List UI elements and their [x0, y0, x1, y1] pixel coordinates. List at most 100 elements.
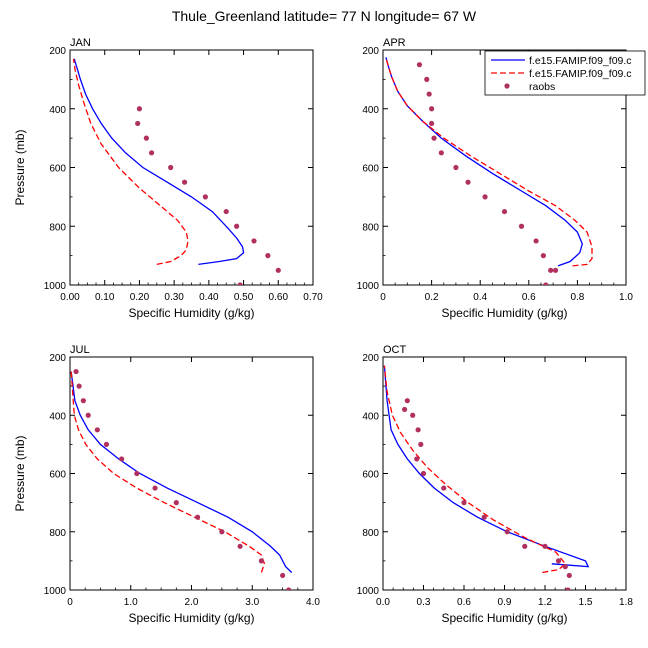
chart-jan-xlabel: Specific Humidity (g/kg): [128, 306, 254, 320]
chart-jan-label: JAN: [70, 37, 91, 49]
chart-apr-raobs-point: [424, 76, 430, 82]
chart-oct-raobs-point: [565, 587, 571, 590]
chart-apr-ytick-label: 400: [362, 105, 379, 116]
chart-oct-xtick-label: 1.8: [619, 597, 633, 608]
chart-jan-raobs-point: [275, 267, 281, 273]
chart-jul-raobs-point: [80, 398, 86, 404]
chart-jul-raobs-point: [94, 427, 100, 433]
chart-oct-raobs-point: [461, 500, 467, 506]
chart-jul-raobs-point: [152, 485, 158, 491]
chart-jul-xtick-label: 2.0: [185, 597, 199, 608]
chart-oct-raobs-point: [562, 564, 568, 570]
chart-jul-raobs-point: [173, 500, 179, 506]
chart-apr-raobs-point: [482, 194, 488, 200]
chart-oct-raobs-point: [481, 514, 487, 520]
chart-apr-ytick-label: 1000: [357, 281, 380, 292]
chart-apr-raobs-point: [426, 91, 432, 97]
chart-jan-raobs-point: [265, 253, 271, 259]
chart-apr-raobs-point: [465, 179, 471, 185]
legend-entry-label: f.e15.FAMIP.f09_f09.c: [529, 55, 632, 67]
chart-jan-ytick-label: 400: [49, 105, 66, 116]
chart-oct-raobs-point: [504, 529, 510, 535]
chart-jul-ytick-label: 200: [49, 353, 66, 364]
chart-apr-raobs-point: [429, 120, 435, 127]
chart-jan-frame: [69, 49, 314, 286]
chart-jan-raobs-point: [168, 164, 174, 171]
chart-apr-ytick-label: 600: [362, 164, 379, 175]
chart-oct-xtick-label: 0.0: [376, 597, 390, 608]
chart-jul-xtick-label: 0: [67, 597, 73, 608]
chart-oct-series-dashed-line: [383, 365, 567, 574]
chart-jul-ytick-label: 400: [49, 411, 66, 422]
chart-oct-raobs-point: [566, 572, 572, 579]
chart-apr-raobs-point: [518, 223, 525, 229]
chart-jul-raobs-point: [119, 456, 125, 462]
chart-oct-series-solid-line: [383, 365, 590, 568]
chart-apr-xtick-label: 0.6: [522, 292, 536, 303]
chart-jul-label: JUL: [70, 344, 90, 356]
chart-oct-xtick-label: 0.3: [417, 597, 431, 608]
chart-oct-raobs-point: [441, 485, 447, 491]
chart-oct-ytick-label: 1000: [357, 586, 380, 597]
chart-apr-xlabel: Specific Humidity (g/kg): [441, 306, 567, 320]
chart-jan-raobs-point: [135, 120, 141, 127]
chart-oct-ytick-label: 600: [362, 470, 379, 481]
chart-jan-xtick-label: 0.70: [303, 292, 323, 303]
chart-apr-raobs-point: [416, 62, 423, 68]
chart-oct-raobs-point: [402, 406, 408, 413]
chart-jul-raobs-point: [76, 383, 82, 389]
chart-jan-panel: 0.00 0.10 0.20 0.30 0.40 0.50 0.60 0.70 200 400 60…: [13, 37, 323, 320]
chart-jan-raobs-point: [143, 135, 149, 141]
chart-jan-xtick-label: 0.00: [60, 292, 80, 303]
chart-oct-raobs-point: [410, 412, 416, 418]
chart-oct-raobs-point: [415, 427, 421, 433]
chart-jan-xtick-label: 0.30: [164, 292, 184, 303]
chart-jul-series-group: [70, 368, 293, 590]
chart-jul-ytick-label: 1000: [44, 586, 67, 597]
chart-oct-ytick-label: 200: [362, 353, 379, 364]
chart-oct-xtick-label: 0.6: [457, 597, 471, 608]
legend-entry-label: f.e15.FAMIP.f09_f09.c: [529, 68, 632, 80]
chart-apr-raobs-point: [543, 282, 549, 285]
chart-jul-ytick-label: 600: [49, 470, 66, 481]
chart-apr-raobs-point: [431, 135, 437, 141]
chart-jul-raobs-point: [237, 543, 243, 549]
chart-jan-series-group: [72, 58, 281, 285]
chart-oct-raobs-point: [404, 398, 410, 404]
chart-jul-raobs-point: [85, 412, 91, 418]
chart-apr-xtick-label: 0: [380, 292, 386, 303]
chart-jan-ylabel: Pressure (mb): [13, 129, 27, 205]
chart-jul-series-solid-line: [70, 371, 293, 573]
chart-apr-xtick-label: 0.8: [570, 292, 584, 303]
chart-apr-raobs-point: [533, 238, 539, 244]
chart-oct-xtick-label: 1.2: [538, 597, 552, 608]
chart-jan-ytick-label: 600: [49, 164, 66, 175]
chart-apr-label: APR: [383, 37, 406, 49]
chart-jan-xtick-label: 0.40: [199, 292, 219, 303]
chart-jan-xtick-label: 0.10: [95, 292, 115, 303]
chart-oct-series-group: [383, 365, 590, 590]
chart-apr-series-dashed-line: [385, 57, 593, 267]
chart-oct-xlabel: Specific Humidity (g/kg): [441, 611, 567, 625]
chart-jul-xlabel: Specific Humidity (g/kg): [128, 611, 254, 625]
chart-jan-series-solid-line: [73, 58, 245, 266]
legend-entry-label: raobs: [529, 81, 555, 93]
chart-apr-ytick-label: 200: [362, 46, 379, 57]
chart-oct-raobs-point: [418, 441, 424, 447]
chart-jul-series-dashed-line: [70, 371, 266, 573]
chart-jan-raobs-point: [181, 179, 188, 185]
chart-apr-panel: 0 0.2 0.4 0.6 0.8 1.0 200 400 600 800 1000 APR Speci…: [357, 37, 646, 320]
chart-jul-raobs-point: [286, 587, 292, 590]
chart-apr-raobs-point: [453, 164, 459, 171]
chart-oct-ytick-label: 400: [362, 411, 379, 422]
chart-jul-ylabel: Pressure (mb): [13, 435, 27, 511]
chart-jul-raobs-point: [258, 558, 264, 564]
chart-jan-raobs-point: [234, 223, 240, 229]
chart-jul-raobs-point: [280, 572, 286, 579]
chart-jul-xtick-label: 3.0: [245, 597, 259, 608]
chart-jul-raobs-point: [219, 529, 225, 535]
chart-apr-xtick-label: 0.2: [425, 292, 439, 303]
chart-jan-raobs-point: [223, 208, 229, 215]
